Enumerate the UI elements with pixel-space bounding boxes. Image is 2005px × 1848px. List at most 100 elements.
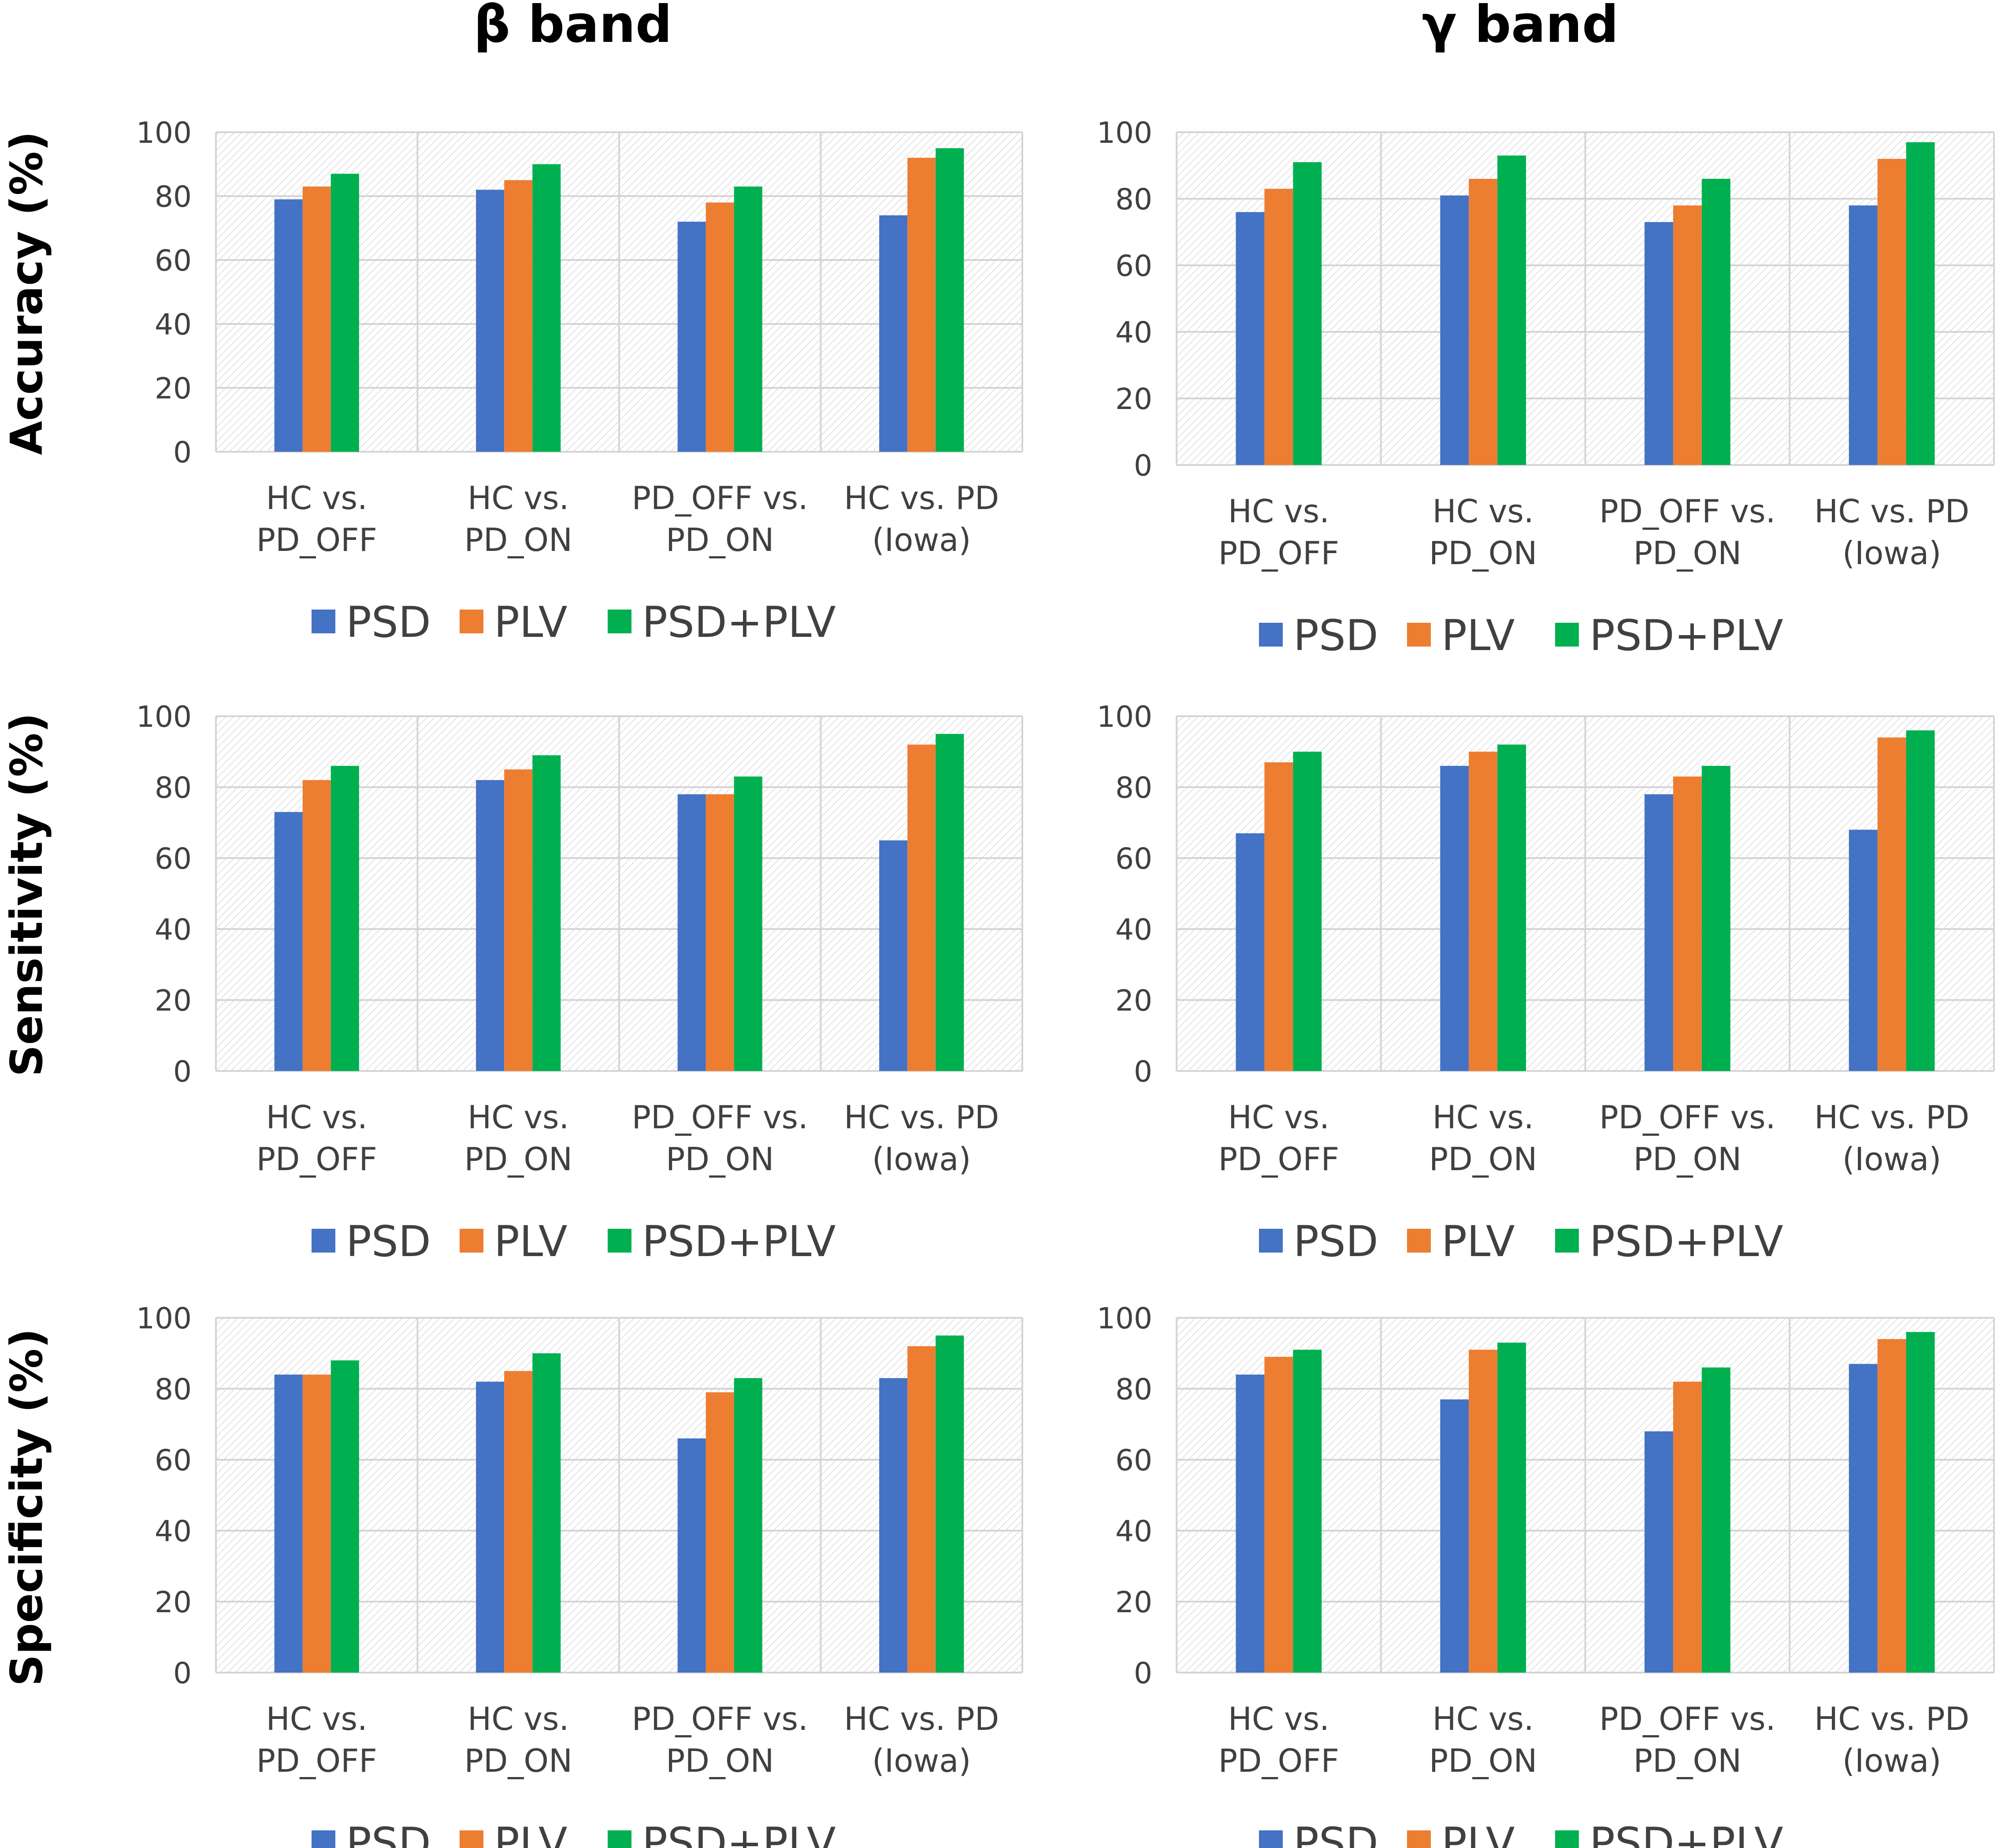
gamma-accuracy-category-label: (Iowa): [1842, 535, 1941, 572]
gamma-specificity-y-tick-label: 0: [1134, 1656, 1152, 1690]
gamma-accuracy-y-tick-label: 80: [1115, 182, 1152, 216]
beta-specificity-legend-label-plv: PLV: [494, 1818, 568, 1848]
gamma-specificity-y-tick-label: 80: [1115, 1372, 1152, 1406]
gamma-accuracy-bar-psd-plv-4: [1906, 142, 1935, 465]
beta-sensitivity-y-tick-label: 0: [173, 1055, 192, 1089]
gamma-specificity-bar-psd-plv-3: [1702, 1368, 1730, 1673]
beta-specificity-legend-swatch-psd-plv: [608, 1830, 631, 1848]
gamma-specificity-category-label: PD_ON: [1634, 1742, 1741, 1779]
beta-specificity-category-label: HC vs.: [468, 1700, 569, 1737]
accuracy-axis-label: Accuracy (%): [1, 131, 52, 455]
gamma-specificity-bar-psd-1: [1236, 1375, 1264, 1673]
gamma-accuracy-chart: 0 20 40 60 80 100 HC vs. PD_OFF HC vs. PD_ON PD_OF…: [1097, 116, 1994, 660]
beta-sensitivity-y-tick-label: 20: [155, 984, 192, 1018]
gamma-accuracy-bar-psd-plv-3: [1702, 179, 1730, 465]
beta-sensitivity-bar-psd-3: [678, 794, 706, 1071]
beta-accuracy-y-tick-label: 80: [155, 180, 192, 214]
beta-sensitivity-category-label: HC vs. PD: [844, 1099, 999, 1136]
gamma-sensitivity-bar-psd-3: [1645, 794, 1673, 1071]
gamma-sensitivity-category-label: HC vs. PD: [1814, 1099, 1969, 1136]
gamma-specificity-category-label: PD_OFF: [1218, 1742, 1339, 1779]
beta-accuracy-bar-psd-plv-3: [734, 186, 762, 452]
gamma-sensitivity-bar-psd-plv-3: [1702, 766, 1730, 1071]
beta-sensitivity-bar-plv-2: [504, 770, 532, 1071]
gamma-accuracy-legend-swatch-plv: [1407, 623, 1431, 647]
gamma-accuracy-legend-swatch-psd-plv: [1555, 623, 1579, 647]
beta-sensitivity-bar-psd-2: [476, 780, 504, 1071]
beta-specificity-bar-plv-1: [303, 1375, 331, 1673]
beta-accuracy-bar-plv-2: [504, 180, 532, 452]
beta-specificity-legend-swatch-psd: [312, 1830, 335, 1848]
beta-specificity-bar-psd-4: [879, 1378, 907, 1673]
beta-specificity-legend-label-psd: PSD: [346, 1818, 431, 1848]
beta-accuracy-category-label: HC vs. PD: [844, 480, 999, 517]
beta-accuracy-category-label: HC vs.: [468, 480, 569, 517]
gamma-sensitivity-bar-plv-4: [1878, 737, 1906, 1071]
gamma-specificity-y-tick-label: 20: [1115, 1585, 1152, 1619]
beta-specificity-category-label: PD_OFF vs.: [632, 1700, 808, 1737]
gamma-accuracy-bar-psd-2: [1440, 195, 1469, 465]
gamma-accuracy-legend-swatch-psd: [1259, 623, 1283, 647]
gamma-specificity-bar-psd-plv-4: [1906, 1332, 1935, 1673]
gamma-accuracy-legend-label-plv: PLV: [1441, 611, 1515, 660]
beta-sensitivity-bar-plv-3: [706, 794, 734, 1071]
gamma-accuracy-bar-psd-plv-1: [1293, 162, 1322, 465]
gamma-specificity-bar-plv-3: [1673, 1382, 1702, 1673]
beta-accuracy-legend-swatch-psd-plv: [608, 610, 631, 633]
beta-accuracy-legend-swatch-plv: [460, 610, 483, 633]
beta-specificity-bar-plv-2: [504, 1371, 532, 1673]
beta-sensitivity-bar-psd-1: [275, 812, 303, 1071]
gamma-specificity-legend-label-psd-plv: PSD+PLV: [1589, 1818, 1783, 1848]
beta-specificity-bar-plv-3: [706, 1392, 734, 1673]
gamma-accuracy-legend-label-psd: PSD: [1293, 611, 1378, 660]
beta-specificity-legend-label-psd-plv: PSD+PLV: [642, 1818, 836, 1848]
figure-canvas: β band γ band Accuracy (%) Sensitivity (…: [0, 0, 2005, 1848]
beta-sensitivity-bar-plv-4: [907, 744, 936, 1071]
gamma-accuracy-y-tick-label: 60: [1115, 249, 1152, 283]
beta-accuracy-bar-plv-1: [303, 186, 331, 452]
specificity-axis-label: Specificity (%): [1, 1328, 52, 1686]
beta-specificity-bar-psd-plv-1: [331, 1361, 359, 1673]
beta-accuracy-bar-plv-4: [907, 158, 936, 452]
beta-sensitivity-bar-psd-plv-3: [734, 777, 762, 1071]
gamma-specificity-y-tick-label: 60: [1115, 1443, 1152, 1477]
gamma-specificity-bar-psd-plv-2: [1497, 1342, 1526, 1673]
beta-accuracy-legend-label-psd-plv: PSD+PLV: [642, 598, 836, 647]
beta-sensitivity-bar-psd-plv-2: [532, 755, 561, 1071]
gamma-accuracy-bar-plv-4: [1878, 159, 1906, 465]
beta-specificity-bar-psd-2: [476, 1382, 504, 1673]
beta-sensitivity-legend-label-psd: PSD: [346, 1217, 431, 1266]
beta-sensitivity-category-label: (Iowa): [872, 1141, 971, 1178]
gamma-sensitivity-legend-swatch-psd-plv: [1555, 1229, 1579, 1253]
beta-specificity-category-label: HC vs. PD: [844, 1700, 999, 1737]
gamma-specificity-bar-plv-1: [1264, 1357, 1293, 1673]
beta-specificity-legend-swatch-plv: [460, 1830, 483, 1848]
beta-accuracy-bar-plv-3: [706, 203, 734, 452]
gamma-accuracy-y-tick-label: 40: [1115, 316, 1152, 350]
gamma-sensitivity-legend-swatch-plv: [1407, 1229, 1431, 1253]
beta-specificity-y-tick-label: 0: [173, 1656, 192, 1690]
beta-accuracy-bar-psd-3: [678, 222, 706, 452]
beta-specificity-bar-psd-3: [678, 1439, 706, 1673]
beta-specificity-bar-psd-1: [275, 1375, 303, 1673]
gamma-sensitivity-category-label: PD_ON: [1429, 1141, 1537, 1178]
gamma-sensitivity-bar-psd-plv-4: [1906, 730, 1935, 1071]
gamma-specificity-category-label: HC vs. PD: [1814, 1700, 1969, 1737]
gamma-specificity-chart: 0 20 40 60 80 100 HC vs. PD_OFF HC vs. PD_ON PD_OF…: [1097, 1301, 1994, 1848]
gamma-sensitivity-y-tick-label: 20: [1115, 984, 1152, 1018]
beta-specificity-y-tick-label: 20: [155, 1585, 192, 1619]
beta-sensitivity-category-label: PD_OFF vs.: [632, 1099, 808, 1136]
gamma-accuracy-bar-plv-1: [1264, 189, 1293, 465]
gamma-specificity-legend-swatch-psd-plv: [1555, 1830, 1579, 1848]
beta-sensitivity-bar-psd-plv-1: [331, 766, 359, 1071]
gamma-sensitivity-chart: 0 20 40 60 80 100 HC vs. PD_OFF HC vs. PD_ON PD_OF…: [1097, 700, 1994, 1266]
beta-specificity-y-tick-label: 60: [155, 1443, 192, 1477]
beta-sensitivity-category-label: PD_OFF: [256, 1141, 377, 1178]
gamma-accuracy-category-label: PD_ON: [1429, 535, 1537, 572]
gamma-accuracy-category-label: PD_OFF: [1218, 535, 1339, 572]
beta-specificity-category-label: (Iowa): [872, 1742, 971, 1779]
gamma-accuracy-category-label: HC vs.: [1432, 493, 1533, 530]
beta-accuracy-y-tick-label: 20: [155, 372, 192, 405]
gamma-accuracy-category-label: PD_ON: [1634, 535, 1741, 572]
beta-specificity-bar-plv-4: [907, 1346, 936, 1673]
